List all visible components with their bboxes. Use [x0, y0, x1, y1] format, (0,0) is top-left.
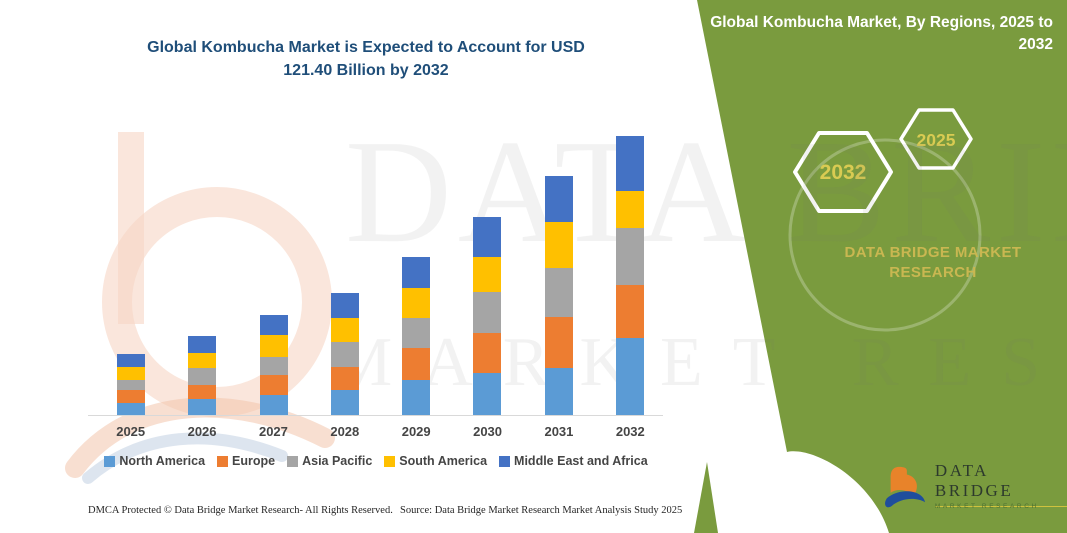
- hexagon-2025: [899, 108, 973, 170]
- chart-title: Global Kombucha Market is Expected to Ac…: [147, 39, 585, 80]
- legend-label: Middle East and Africa: [514, 454, 648, 468]
- bar-segment-asia-pacific: [544, 268, 573, 317]
- hexagon-2032-label: 2032: [820, 161, 867, 184]
- legend-swatch: [499, 455, 511, 467]
- x-axis-label-2028: 2028: [330, 424, 360, 439]
- logo-name-text: DATA BRIDGE: [934, 461, 1014, 500]
- legend-swatch: [384, 455, 396, 467]
- bar-segment-middle-east-and-africa: [402, 257, 431, 289]
- bar-segment-south-america: [330, 318, 359, 342]
- footer-copyright: DMCA Protected © Data Bridge Market Rese…: [88, 505, 393, 516]
- bar-segment-europe: [473, 333, 502, 374]
- bar-segment-middle-east-and-africa: [259, 315, 288, 336]
- watermark-logo-swoosh-orange: [65, 397, 335, 478]
- x-axis-label-2031: 2031: [544, 424, 574, 439]
- x-axis-label-2027: 2027: [258, 424, 288, 439]
- bar-segment-europe: [188, 384, 217, 400]
- bar-2025: [117, 354, 145, 415]
- bar-segment-asia-pacific: [402, 318, 431, 349]
- bar-segment-middle-east-and-africa: [330, 293, 359, 319]
- legend: North America Europe Asia Pacific South Ame…: [85, 454, 667, 468]
- bar-segment-south-america: [117, 366, 145, 380]
- bar-segment-asia-pacific: [330, 341, 359, 367]
- legend-swatch: [104, 455, 116, 467]
- bar-segment-asia-pacific: [615, 228, 644, 285]
- legend-item-north-america: North America: [104, 454, 205, 468]
- bar-segment-middle-east-and-africa: [615, 135, 644, 192]
- legend-label: Asia Pacific: [302, 454, 373, 468]
- bar-segment-middle-east-and-africa: [117, 354, 145, 367]
- bar-segment-south-america: [615, 191, 644, 229]
- legend-item-asia-pacific: Asia Pacific: [287, 454, 372, 468]
- bar-segment-north-america: [544, 368, 573, 415]
- bar-segment-europe: [544, 316, 573, 369]
- x-axis-label-2025: 2025: [116, 424, 146, 439]
- bar-segment-asia-pacific: [473, 291, 502, 334]
- decorative-circle-outline: [788, 138, 982, 332]
- bar-2027: [259, 315, 288, 415]
- bar-segment-south-america: [544, 222, 573, 269]
- x-axis-labels: 2025 2026 2027 2028 2029 2030 2031 2032: [95, 424, 666, 439]
- bar-segment-middle-east-and-africa: [473, 216, 502, 257]
- bar-segment-europe: [615, 284, 644, 339]
- legend-item-south-america: South America: [384, 454, 487, 468]
- logo-mark-orange: [890, 466, 917, 496]
- bar-segment-north-america: [330, 389, 359, 415]
- bar-segment-europe: [330, 366, 359, 390]
- logo-block: DATA BRIDGE MARKET RESEARCH: [882, 461, 1067, 510]
- bar-segment-south-america: [188, 352, 217, 368]
- bar-segment-south-america: [259, 335, 288, 357]
- bar-segment-europe: [402, 348, 431, 381]
- legend-swatch: [217, 455, 229, 467]
- bars-row: [117, 135, 644, 415]
- bar-segment-north-america: [188, 399, 217, 415]
- bar-segment-north-america: [615, 338, 644, 415]
- bar-2032: [615, 135, 644, 415]
- bar-2028: [330, 293, 359, 415]
- bar-2029: [402, 257, 431, 415]
- bar-segment-asia-pacific: [259, 356, 288, 375]
- bar-2030: [473, 216, 502, 415]
- bar-segment-middle-east-and-africa: [188, 336, 217, 353]
- logo-sub-text: MARKET RESEARCH: [934, 503, 1067, 510]
- bar-2031: [544, 175, 573, 415]
- hexagon-2032: [793, 131, 893, 213]
- footer-source: Source: Data Bridge Market Research Mark…: [400, 505, 683, 516]
- bar-segment-north-america: [259, 395, 288, 415]
- legend-label: North America: [119, 454, 206, 468]
- legend-item-middle-east-and-africa: Middle East and Africa: [499, 454, 648, 468]
- data-bridge-logo-icon: [885, 466, 926, 507]
- green-corner-wedge: [694, 462, 718, 533]
- x-axis-label-2026: 2026: [187, 424, 217, 439]
- bar-segment-south-america: [402, 288, 431, 319]
- x-axis-label-2030: 2030: [473, 424, 503, 439]
- legend-swatch: [287, 455, 299, 467]
- x-axis-line: [88, 415, 663, 416]
- panel-heading: Global Kombucha Market, By Regions, 2025…: [710, 14, 1053, 54]
- legend-label: South America: [399, 454, 488, 468]
- legend-item-europe: Europe: [217, 454, 275, 468]
- bar-segment-asia-pacific: [117, 379, 145, 391]
- logo-mark-blue: [885, 490, 926, 507]
- brand-name-text: DATA BRIDGE MARKET RESEARCH: [844, 244, 1022, 282]
- bar-segment-europe: [117, 390, 145, 404]
- bar-segment-south-america: [473, 256, 502, 292]
- legend-label: Europe: [232, 454, 276, 468]
- bar-segment-asia-pacific: [188, 367, 217, 385]
- bar-2026: [188, 336, 217, 415]
- x-axis-label-2029: 2029: [401, 424, 431, 439]
- bar-segment-europe: [259, 375, 288, 395]
- bar-segment-north-america: [473, 373, 502, 415]
- bar-segment-middle-east-and-africa: [544, 175, 573, 223]
- bar-segment-north-america: [117, 403, 145, 415]
- hexagon-2025-label: 2025: [917, 130, 956, 150]
- x-axis-label-2032: 2032: [615, 424, 645, 439]
- bar-segment-north-america: [402, 380, 431, 415]
- green-panel-shape: [697, 0, 1067, 533]
